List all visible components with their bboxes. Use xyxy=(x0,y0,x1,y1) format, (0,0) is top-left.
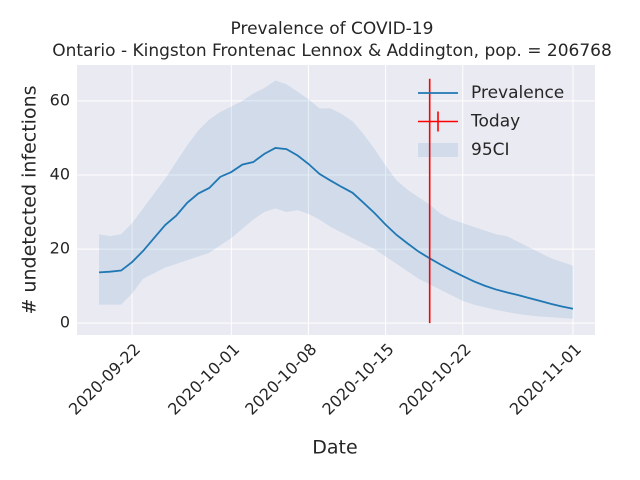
x-tick-label: 2020-10-22 xyxy=(396,340,475,419)
legend-label: Today xyxy=(470,112,520,132)
y-axis-label: # undetected infections xyxy=(19,85,41,314)
legend: Prevalence Today 95CI xyxy=(418,83,564,160)
chart-title: Prevalence of COVID-19 xyxy=(231,19,434,39)
x-tick-label: 2020-10-01 xyxy=(164,340,243,419)
y-tick-label: 20 xyxy=(50,239,70,258)
chart-subtitle: Ontario - Kingston Frontenac Lennox & Ad… xyxy=(52,41,612,61)
confidence-band xyxy=(99,80,573,319)
x-tick-label: 2020-10-15 xyxy=(318,340,397,419)
marks xyxy=(98,78,574,324)
prevalence-line xyxy=(98,147,574,310)
legend-swatch xyxy=(418,143,458,157)
y-tick-label: 60 xyxy=(50,90,70,109)
y-tick-label: 40 xyxy=(50,165,70,184)
plot-area xyxy=(77,65,595,335)
grid xyxy=(77,65,595,335)
x-tick-label: 2020-09-22 xyxy=(65,340,144,419)
y-tick-label: 0 xyxy=(60,313,70,332)
legend-label: 95CI xyxy=(471,140,510,160)
legend-label: Prevalence xyxy=(471,83,564,103)
x-axis-label: Date xyxy=(312,437,357,459)
x-tick-label: 2020-10-08 xyxy=(241,340,320,419)
x-tick-label: 2020-11-01 xyxy=(506,340,585,419)
